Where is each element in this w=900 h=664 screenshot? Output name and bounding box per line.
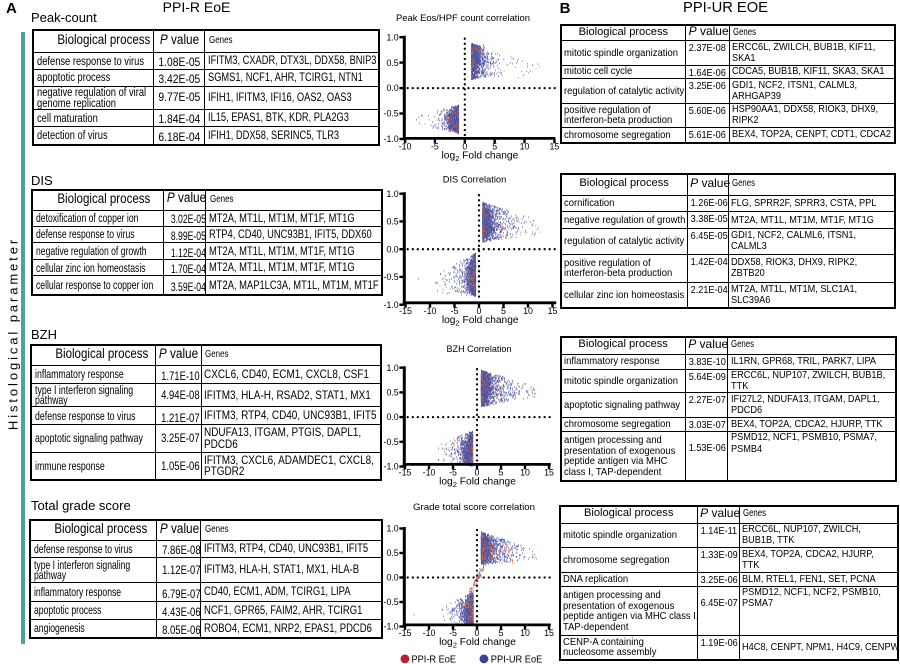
svg-text:PPI-R EoE: PPI-R EoE <box>412 654 457 664</box>
svg-text:15: 15 <box>550 141 560 151</box>
svg-text:BZH Correlation: BZH Correlation <box>447 343 512 354</box>
svg-text:10: 10 <box>523 306 533 316</box>
svg-text:-0.5: -0.5 <box>384 597 399 607</box>
svg-text:0.0: 0.0 <box>386 412 398 422</box>
svg-text:log2 Fold change: log2 Fold change <box>439 637 516 649</box>
svg-text:15: 15 <box>544 467 554 477</box>
svg-text:-0.5: -0.5 <box>384 272 399 282</box>
svg-text:1.0: 1.0 <box>386 363 398 373</box>
svg-text:-10: -10 <box>424 306 437 316</box>
svg-text:-5: -5 <box>451 306 459 316</box>
svg-text:-1.0: -1.0 <box>384 462 399 472</box>
svg-text:1.0: 1.0 <box>386 524 398 534</box>
svg-text:Peak Eos/HPF count correlation: Peak Eos/HPF count correlation <box>396 12 530 23</box>
svg-text:-1.0: -1.0 <box>384 300 399 310</box>
svg-text:-0.5: -0.5 <box>384 437 399 447</box>
svg-text:1.0: 1.0 <box>386 32 398 42</box>
svg-text:-15: -15 <box>399 628 412 638</box>
svg-text:log2 Fold change: log2 Fold change <box>439 477 516 489</box>
svg-text:0.0: 0.0 <box>386 83 398 93</box>
svg-text:0.5: 0.5 <box>386 548 398 558</box>
svg-text:15: 15 <box>544 628 554 638</box>
svg-text:-5: -5 <box>431 141 439 151</box>
svg-text:-15: -15 <box>399 306 412 316</box>
svg-text:0: 0 <box>477 306 482 316</box>
svg-text:5: 5 <box>501 306 506 316</box>
svg-text:PPI-UR EoE: PPI-UR EoE <box>491 654 543 664</box>
svg-text:0: 0 <box>462 141 467 151</box>
svg-text:Grade total score correlation: Grade total score correlation <box>413 501 535 512</box>
svg-text:5: 5 <box>492 141 497 151</box>
svg-text:0.0: 0.0 <box>386 244 398 254</box>
svg-text:-5: -5 <box>449 628 457 638</box>
svg-text:-5: -5 <box>449 467 457 477</box>
svg-text:log2 Fold change: log2 Fold change <box>442 151 519 163</box>
svg-text:-15: -15 <box>399 467 412 477</box>
svg-text:-10: -10 <box>423 628 436 638</box>
svg-text:-1.0: -1.0 <box>384 134 399 144</box>
svg-text:10: 10 <box>520 628 530 638</box>
svg-text:0.5: 0.5 <box>386 388 398 398</box>
svg-text:10: 10 <box>520 467 530 477</box>
svg-text:5: 5 <box>499 628 504 638</box>
svg-text:DIS Correlation: DIS Correlation <box>443 174 507 185</box>
svg-text:-0.5: -0.5 <box>384 109 399 119</box>
svg-text:0.5: 0.5 <box>386 58 398 68</box>
svg-text:0: 0 <box>475 467 480 477</box>
svg-text:5: 5 <box>499 467 504 477</box>
svg-text:0: 0 <box>475 628 480 638</box>
svg-text:10: 10 <box>520 141 530 151</box>
svg-text:log2 Fold change: log2 Fold change <box>442 315 519 327</box>
svg-text:0.5: 0.5 <box>386 217 398 227</box>
svg-text:15: 15 <box>548 306 558 316</box>
svg-text:-10: -10 <box>423 467 436 477</box>
svg-text:0.0: 0.0 <box>386 573 398 583</box>
svg-text:-1.0: -1.0 <box>384 622 399 632</box>
svg-text:-10: -10 <box>399 141 412 151</box>
svg-text:1.0: 1.0 <box>386 189 398 199</box>
